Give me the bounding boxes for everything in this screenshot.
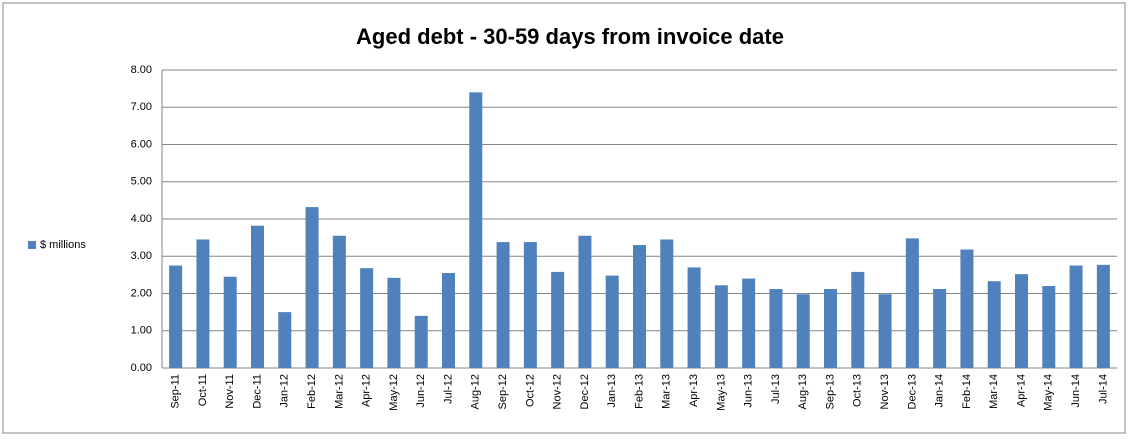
bar xyxy=(769,289,783,368)
x-tick-label: Aug-13 xyxy=(797,374,809,409)
bar xyxy=(251,225,264,368)
x-tick-label: Mar-13 xyxy=(661,374,673,409)
bar xyxy=(742,278,756,368)
x-tick-label: Nov-13 xyxy=(879,374,891,409)
x-tick-label: May-12 xyxy=(388,374,400,411)
x-tick-label: Jan-13 xyxy=(606,374,618,408)
bar xyxy=(1069,265,1083,368)
bar xyxy=(987,281,1001,368)
bar xyxy=(660,239,674,368)
bar xyxy=(469,92,483,368)
bar xyxy=(633,245,646,368)
bar xyxy=(1015,274,1028,368)
x-tick-label: May-14 xyxy=(1043,374,1055,411)
chart-title: Aged debt - 30-59 days from invoice date xyxy=(356,24,784,49)
bar xyxy=(551,271,565,368)
bar xyxy=(414,315,428,368)
bar xyxy=(1042,286,1056,368)
x-tick-label: Feb-12 xyxy=(306,374,318,409)
y-tick-label: 5.00 xyxy=(131,176,152,188)
bar xyxy=(169,265,183,368)
x-tick-label: Apr-12 xyxy=(361,374,373,407)
x-tick-label: Apr-14 xyxy=(1015,374,1027,407)
bar xyxy=(442,273,455,368)
y-tick-label: 4.00 xyxy=(131,213,152,225)
bar xyxy=(387,277,401,368)
x-tick-label: Jun-14 xyxy=(1070,374,1082,408)
x-tick-label: Sep-13 xyxy=(824,374,836,409)
bar xyxy=(223,276,237,368)
x-tick-label: Nov-11 xyxy=(224,374,236,409)
x-tick-label: Jan-12 xyxy=(279,374,291,408)
bar xyxy=(578,235,592,368)
x-tick-label: Mar-14 xyxy=(988,374,1000,409)
x-tick-label: Nov-12 xyxy=(552,374,564,409)
x-tick-label: Jul-14 xyxy=(1097,374,1109,404)
x-tick-label: Sep-12 xyxy=(497,374,509,409)
bar xyxy=(878,294,892,368)
bar xyxy=(824,289,837,368)
y-tick-label: 2.00 xyxy=(131,287,152,299)
y-tick-label: 0.00 xyxy=(131,362,152,374)
x-tick-label: Dec-12 xyxy=(579,374,591,409)
x-tick-label: Dec-13 xyxy=(906,374,918,409)
bar xyxy=(196,239,210,368)
x-tick-label: Dec-11 xyxy=(251,374,263,409)
bar xyxy=(933,289,947,368)
bar xyxy=(714,285,728,368)
y-tick-label: 1.00 xyxy=(131,325,152,337)
x-tick-label: Sep-11 xyxy=(170,374,182,409)
x-tick-label: Oct-12 xyxy=(524,374,536,407)
x-tick-label: Jul-13 xyxy=(770,374,782,404)
x-tick-label: Feb-13 xyxy=(633,374,645,409)
x-tick-label: Mar-12 xyxy=(333,374,345,409)
bar xyxy=(305,207,319,368)
x-tick-label: May-13 xyxy=(715,374,727,411)
bar xyxy=(278,312,292,368)
bar xyxy=(360,268,374,368)
legend-label: $ millions xyxy=(40,239,86,251)
bar xyxy=(851,271,865,368)
x-tick-label: Feb-14 xyxy=(961,374,973,409)
x-tick-label: Apr-13 xyxy=(688,374,700,407)
bar xyxy=(796,294,810,368)
bar xyxy=(332,235,346,368)
x-tick-label: Jan-14 xyxy=(934,374,946,408)
y-tick-label: 7.00 xyxy=(131,101,152,113)
bar xyxy=(905,238,919,368)
bar xyxy=(1096,264,1110,368)
bar xyxy=(960,249,974,368)
x-tick-label: Jun-13 xyxy=(743,374,755,408)
y-tick-label: 8.00 xyxy=(131,64,152,76)
x-tick-label: Aug-12 xyxy=(470,374,482,409)
legend-swatch xyxy=(28,241,36,249)
y-tick-label: 3.00 xyxy=(131,250,152,262)
x-tick-label: Jul-12 xyxy=(442,374,454,404)
x-tick-label: Oct-11 xyxy=(197,374,209,406)
x-tick-label: Oct-13 xyxy=(852,374,864,407)
bar xyxy=(687,267,701,368)
bar xyxy=(605,275,619,368)
bar xyxy=(523,242,537,368)
y-tick-label: 6.00 xyxy=(131,138,152,150)
x-tick-label: Jun-12 xyxy=(415,374,427,408)
bar xyxy=(496,242,510,368)
